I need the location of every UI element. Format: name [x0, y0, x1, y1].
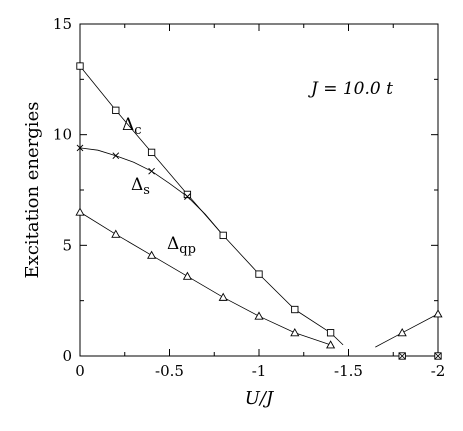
triangle-marker: [147, 250, 157, 259]
series-label: Δqp: [167, 234, 196, 257]
annotation-label: J = 10.0 t: [308, 79, 393, 99]
square-x-marker-cross: [434, 352, 442, 360]
square-marker: [291, 305, 299, 314]
y-tick-label: 0: [62, 347, 72, 365]
x-marker: [76, 144, 84, 152]
square-marker: [183, 190, 192, 199]
square-marker: [219, 231, 227, 240]
triangle-marker: [290, 328, 300, 337]
x-marker: [184, 193, 191, 200]
x-tick-label: -2: [431, 362, 446, 380]
y-tick-label: 10: [53, 126, 72, 144]
square-marker: [326, 329, 335, 337]
x-tick-label: -0.5: [155, 362, 184, 380]
square-marker: [255, 270, 263, 278]
tick-labels: 0 -0.5 -1 -1.5 -2 0 5 10 15: [53, 15, 445, 380]
triangle-marker: [397, 328, 407, 337]
triangle-marker: [433, 309, 443, 318]
triangle-marker: [254, 311, 264, 320]
y-tick-label: 5: [62, 236, 72, 254]
y-axis-title: Excitation energies: [22, 102, 43, 279]
triangle-marker: [75, 207, 85, 216]
square-x-marker-cross: [398, 352, 406, 360]
series-labels: Δc Δs Δqp: [122, 115, 196, 257]
x-marker: [112, 152, 120, 160]
axis-ticks: [79, 23, 439, 357]
triangle-marker: [218, 292, 228, 301]
x-marker: [148, 167, 155, 175]
square-marker: [76, 62, 84, 70]
triangle-marker: [182, 271, 192, 280]
x-tick-label: -1.5: [334, 362, 363, 380]
x-tick-label: 0: [75, 362, 85, 380]
series-label: Δs: [131, 175, 150, 198]
series-line: [79, 211, 331, 346]
y-tick-label: 15: [53, 15, 72, 33]
series-line: [375, 313, 439, 348]
square-marker: [112, 106, 120, 114]
square-marker: [147, 148, 156, 157]
x-axis-title: U/J: [245, 388, 275, 409]
x-tick-label: -1: [252, 362, 267, 380]
triangle-marker: [326, 340, 336, 349]
series-line: [79, 147, 224, 236]
series-markers: [75, 62, 443, 360]
triangle-marker: [111, 229, 121, 238]
series-curves: [79, 65, 439, 348]
series-line: [79, 65, 344, 346]
series-label: Δc: [122, 115, 142, 138]
